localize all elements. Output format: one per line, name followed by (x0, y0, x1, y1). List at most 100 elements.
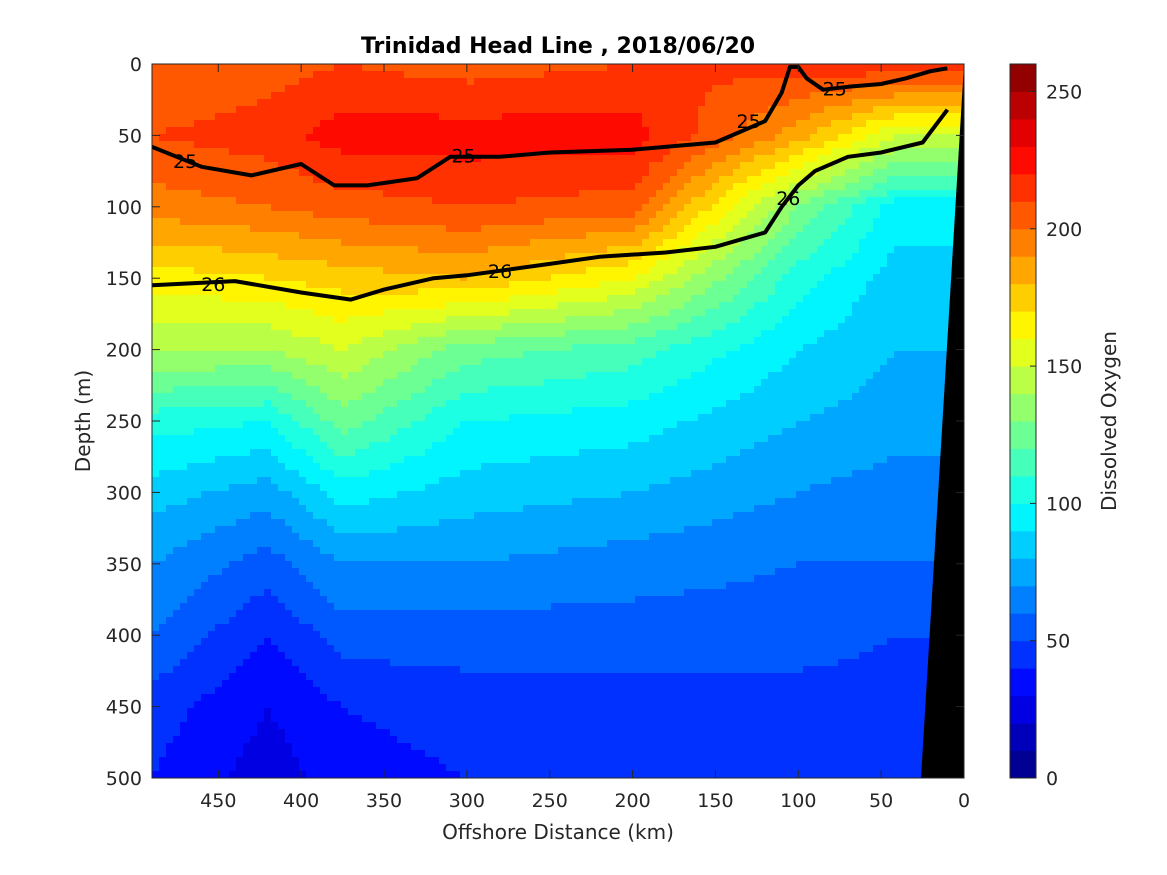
contour-cell (236, 372, 244, 380)
contour-cell (334, 386, 342, 394)
contour-cell (173, 204, 181, 212)
contour-cell (439, 463, 447, 471)
contour-cell (341, 722, 349, 730)
contour-cell (180, 246, 188, 254)
contour-cell (215, 295, 223, 303)
contour-cell (208, 624, 216, 632)
contour-cell (201, 596, 209, 604)
contour-cell (369, 351, 377, 359)
contour-cell (194, 624, 202, 632)
contour-cell (292, 64, 300, 72)
contour-cell (432, 358, 440, 366)
contour-cell (334, 64, 342, 72)
contour-cell (201, 323, 209, 331)
contour-cell (334, 365, 342, 373)
contour-cell (432, 414, 440, 422)
contour-cell (460, 442, 468, 450)
contour-cell (194, 491, 202, 499)
contour-cell (453, 211, 461, 219)
contour-cell (236, 78, 244, 86)
contour-cell (432, 351, 440, 359)
contour-cell (208, 386, 216, 394)
contour-cell (299, 204, 307, 212)
contour-cell (166, 638, 174, 646)
contour-cell (481, 428, 489, 436)
contour-cell (383, 134, 391, 142)
contour-cell (334, 141, 342, 149)
contour-cell (355, 365, 363, 373)
contour-cell (439, 253, 447, 261)
contour-cell (152, 666, 160, 674)
contour-cell (243, 302, 251, 310)
contour-cell (432, 260, 440, 268)
contour-cell (369, 162, 377, 170)
contour-cell (306, 484, 314, 492)
contour-cell (355, 113, 363, 121)
contour-cell (425, 428, 433, 436)
contour-cell (173, 113, 181, 121)
contour-cell (446, 190, 454, 198)
contour-cell (348, 92, 356, 100)
contour-cell (432, 218, 440, 226)
contour-cell (194, 253, 202, 261)
contour-cell (299, 498, 307, 506)
contour-cell (320, 589, 328, 597)
contour-cell (376, 120, 384, 128)
contour-cell (201, 134, 209, 142)
contour-cell (222, 120, 230, 128)
contour-cell (390, 134, 398, 142)
contour-cell (362, 680, 370, 688)
contour-cell (292, 743, 300, 751)
contour-cell (376, 141, 384, 149)
contour-cell (376, 176, 384, 184)
contour-cell (411, 652, 419, 660)
contour-cell (152, 400, 160, 408)
contour-cell (222, 323, 230, 331)
contour-cell (474, 246, 482, 254)
contour-cell (173, 211, 181, 219)
contour-cell (481, 253, 489, 261)
contour-cell (257, 155, 265, 163)
contour-cell (341, 736, 349, 744)
contour-cell (271, 610, 279, 618)
contour-cell (383, 680, 391, 688)
contour-cell (285, 414, 293, 422)
contour-cell (222, 715, 230, 723)
contour-cell (355, 120, 363, 128)
contour-cell (327, 127, 335, 135)
contour-cell (327, 652, 335, 660)
contour-cell (292, 260, 300, 268)
contour-cell (453, 624, 461, 632)
contour-cell (355, 407, 363, 415)
contour-cell (439, 568, 447, 576)
contour-cell (257, 715, 265, 723)
contour-cell (159, 295, 167, 303)
contour-cell (334, 281, 342, 289)
contour-cell (299, 442, 307, 450)
contour-cell (313, 428, 321, 436)
contour-cell (222, 463, 230, 471)
contour-cell (376, 393, 384, 401)
contour-cell (285, 407, 293, 415)
contour-cell (488, 421, 496, 429)
contour-cell (439, 316, 447, 324)
contour-cell (180, 449, 188, 457)
contour-cell (390, 400, 398, 408)
contour-cell (271, 407, 279, 415)
contour-cell (355, 750, 363, 758)
contour-cell (369, 568, 377, 576)
contour-cell (369, 498, 377, 506)
contour-cell (257, 148, 265, 156)
contour-cell (173, 428, 181, 436)
contour-cell (313, 652, 321, 660)
contour-cell (166, 575, 174, 583)
contour-cell (341, 246, 349, 254)
contour-cell (446, 120, 454, 128)
contour-cell (222, 652, 230, 660)
contour-cell (362, 323, 370, 331)
contour-cell (320, 442, 328, 450)
contour-cell (348, 540, 356, 548)
contour-cell (341, 771, 349, 778)
contour-cell (411, 232, 419, 240)
contour-cell (173, 498, 181, 506)
